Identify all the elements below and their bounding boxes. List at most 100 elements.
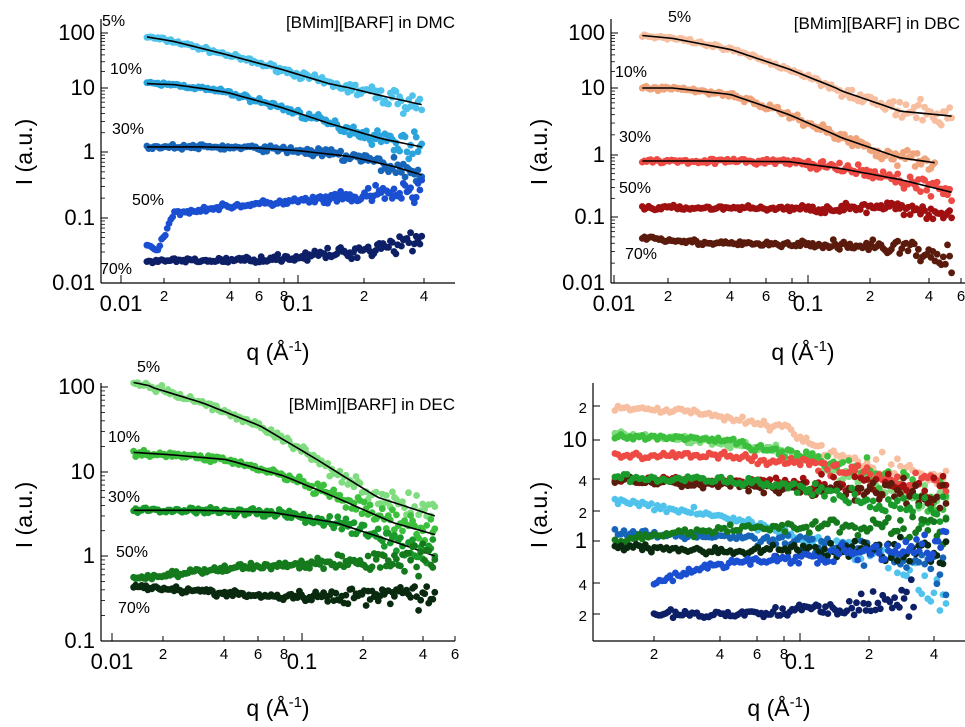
data-point [909,513,916,521]
data-point [388,238,396,246]
data-point [330,486,338,494]
data-point [851,473,859,481]
data-point [380,552,388,560]
data-point [900,481,907,489]
data-point [896,603,903,611]
data-point [366,501,374,509]
y-tick-label: 0.1 [64,628,95,653]
data-point [942,515,950,523]
series-label: 50% [132,192,164,209]
data-point [884,470,892,478]
data-point [839,459,847,466]
data-point [156,242,164,250]
data-point [930,518,938,526]
data-point [818,441,825,449]
data-point [812,518,819,525]
data-point [921,482,929,489]
data-point [851,549,859,557]
x-tick-label: 2 [865,646,873,663]
data-point [811,552,819,560]
data-point [848,484,856,492]
series-4: 50% [619,180,955,223]
data-point [425,547,433,555]
data-point [902,101,910,109]
data-point [350,123,357,131]
data-point [648,500,655,507]
data-point [781,540,789,547]
data-point [903,564,910,571]
data-point [821,460,828,467]
data-point [392,169,400,177]
fit-line [642,34,952,117]
x-tick-label: 0.1 [283,291,314,316]
series-2: 10% [108,429,439,552]
data-point [389,488,396,496]
data-point [942,500,950,507]
series-5: 70% [118,581,439,617]
x-tick-label: 6 [255,288,263,305]
data-point [324,244,331,252]
data-point [338,478,346,486]
data-point [368,563,376,571]
data-point [796,461,804,469]
data-point [946,252,953,260]
x-ticks: 0.01 2 4 6 80.1 2 4 6 [593,275,965,316]
data-point [326,513,334,520]
data-point [781,528,789,536]
series-1: 5% [130,359,439,527]
data-point [274,251,282,258]
data-point [872,489,880,497]
data-point [382,492,390,499]
data-point [913,536,920,543]
data-point [845,457,853,464]
data-point [401,173,409,181]
data-point [891,594,898,601]
data-point [818,470,825,478]
data-point [726,521,734,529]
data-point [891,547,899,555]
x-ticks: 2 4 6 80.1 2 4 [650,633,938,674]
data-point [376,564,384,571]
data-point [894,170,902,178]
data-point [687,509,695,517]
data-point [763,422,771,429]
data-point [918,590,926,598]
data-point [857,590,865,598]
data-point [723,528,731,536]
data-point [338,552,346,560]
x-axis-label: q (Å-1) [747,694,810,721]
x-tick-label: 4 [930,646,938,663]
data-point [360,498,368,506]
fit-line [133,509,436,557]
data-point [410,128,418,136]
data-point [690,533,698,541]
data-point [739,413,746,421]
data-point [796,533,804,541]
series-13 [650,576,917,622]
data-point [903,572,910,580]
data-point [378,505,386,513]
data-point [906,493,913,500]
data-point [897,517,904,524]
y-tick-label: 10 [71,75,95,100]
data-point [906,557,913,565]
data-point [391,592,398,600]
data-point [396,147,403,155]
chart-panel-4: 2 10 4 2 1 4 2 2 4 6 80.1 2 4 I (a.u.) q (Å-1) [526,383,965,721]
data-point [824,466,831,473]
data-point [421,557,429,564]
data-point [744,555,752,562]
data-point [887,479,895,487]
data-point [835,550,843,558]
data-point [909,487,916,495]
data-point [921,572,929,580]
data-point [876,605,884,613]
data-point [944,191,951,199]
data-point [891,502,898,510]
data-point [747,561,754,568]
data-point [412,193,420,201]
data-point [751,535,758,542]
data-point [900,495,907,502]
series-12 [650,527,950,588]
y-tick-label: 2 [579,505,587,522]
